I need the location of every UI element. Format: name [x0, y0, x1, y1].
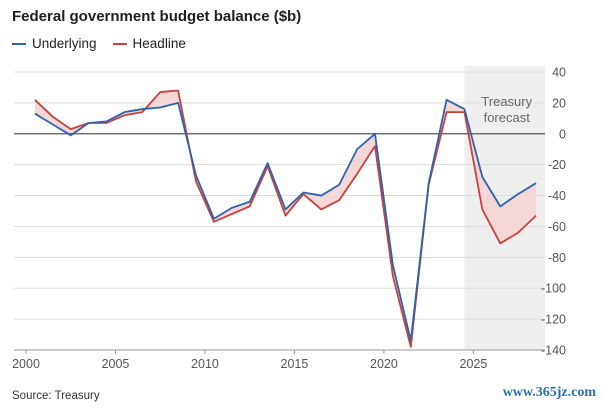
x-tick-label: 2000 [12, 357, 40, 371]
x-tick-label: 2025 [460, 357, 488, 371]
y-tick-label: 0 [559, 127, 566, 141]
y-tick-label: -60 [548, 220, 566, 234]
series-line-underlying [34, 98, 537, 342]
chart-title: Federal government budget balance ($b) [12, 8, 302, 25]
x-tick-label: 2005 [102, 357, 130, 371]
y-tick-label: -40 [548, 189, 566, 203]
forecast-annotation-line: Treasury [481, 94, 532, 109]
x-tick-label: 2015 [281, 357, 309, 371]
legend-label-underlying: Underlying [32, 36, 97, 51]
legend-swatch-headline [112, 42, 127, 45]
y-tick-label: -120 [541, 313, 566, 327]
y-tick-label: -80 [548, 251, 566, 265]
y-tick-label: -20 [548, 158, 566, 172]
y-tick-label: -140 [541, 344, 566, 358]
y-tick-label: 40 [552, 66, 566, 80]
y-tick-label: -100 [541, 282, 566, 296]
watermark: www.365jz.com [502, 385, 596, 400]
x-tick-label: 2020 [370, 357, 398, 371]
gap-fill-area [34, 90, 537, 347]
legend-label-headline: Headline [132, 36, 186, 51]
legend: Underlying Headline [12, 36, 186, 51]
x-tick-label: 2010 [191, 357, 219, 371]
forecast-annotation-line: forecast [484, 110, 531, 125]
source-note: Source: Treasury [12, 390, 100, 402]
legend-item-underlying: Underlying [12, 36, 97, 51]
series-line-headline [34, 89, 537, 348]
y-tick-label: 20 [552, 96, 566, 110]
legend-swatch-underlying [12, 42, 26, 45]
legend-item-headline: Headline [112, 36, 186, 51]
